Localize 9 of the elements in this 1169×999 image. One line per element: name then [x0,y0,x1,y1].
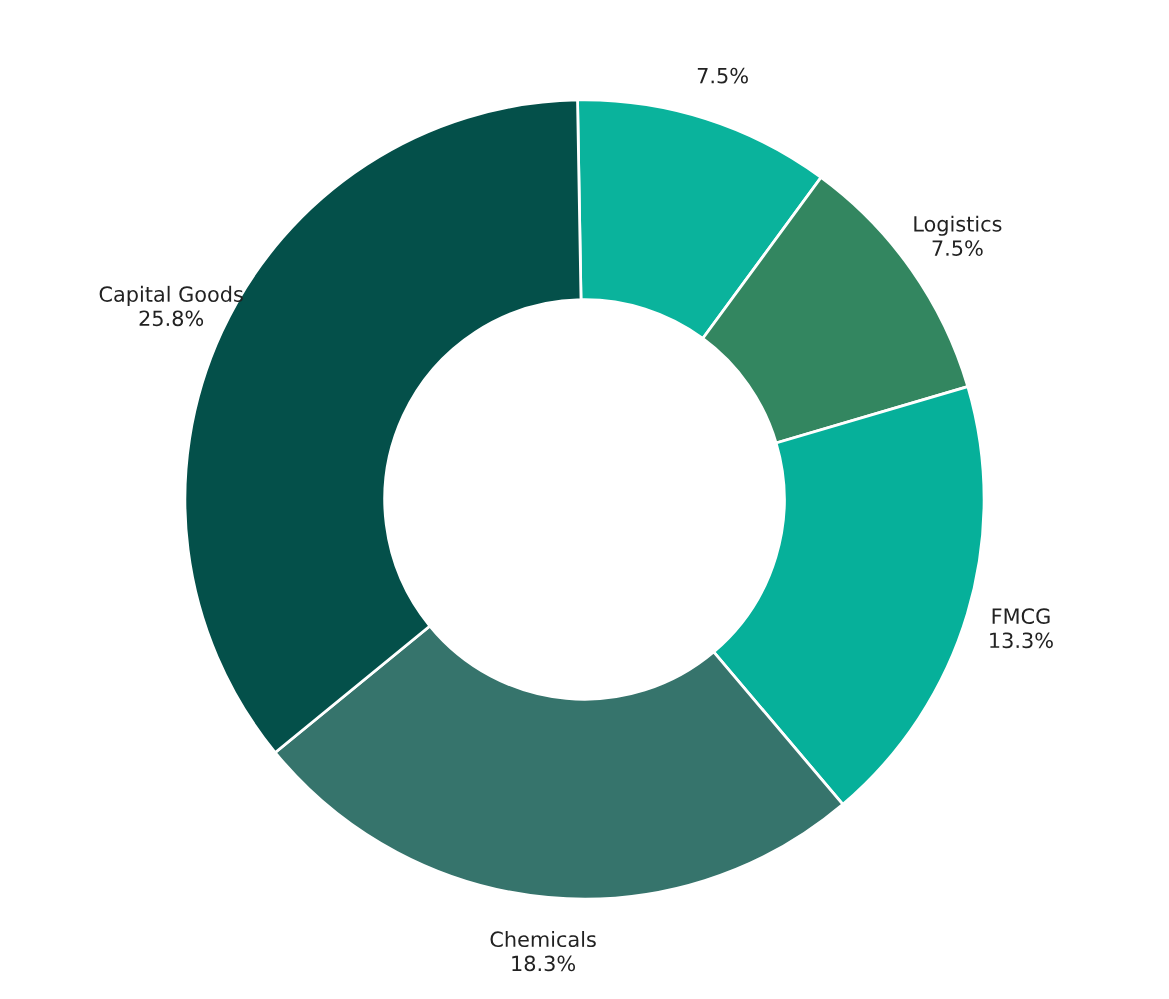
slice-label: Chemicals [490,931,596,948]
slice-label: Capital Goods [99,285,243,307]
data-label: 13.3% [990,632,1053,649]
data-label: 25.8% [139,310,204,327]
slice-label: Logistics [914,215,1002,236]
data-label: 7.5% [932,240,983,256]
data-label: 18.3% [512,955,576,972]
data-label: 7.5% [697,67,748,84]
slice-label: FMCG [992,608,1050,624]
